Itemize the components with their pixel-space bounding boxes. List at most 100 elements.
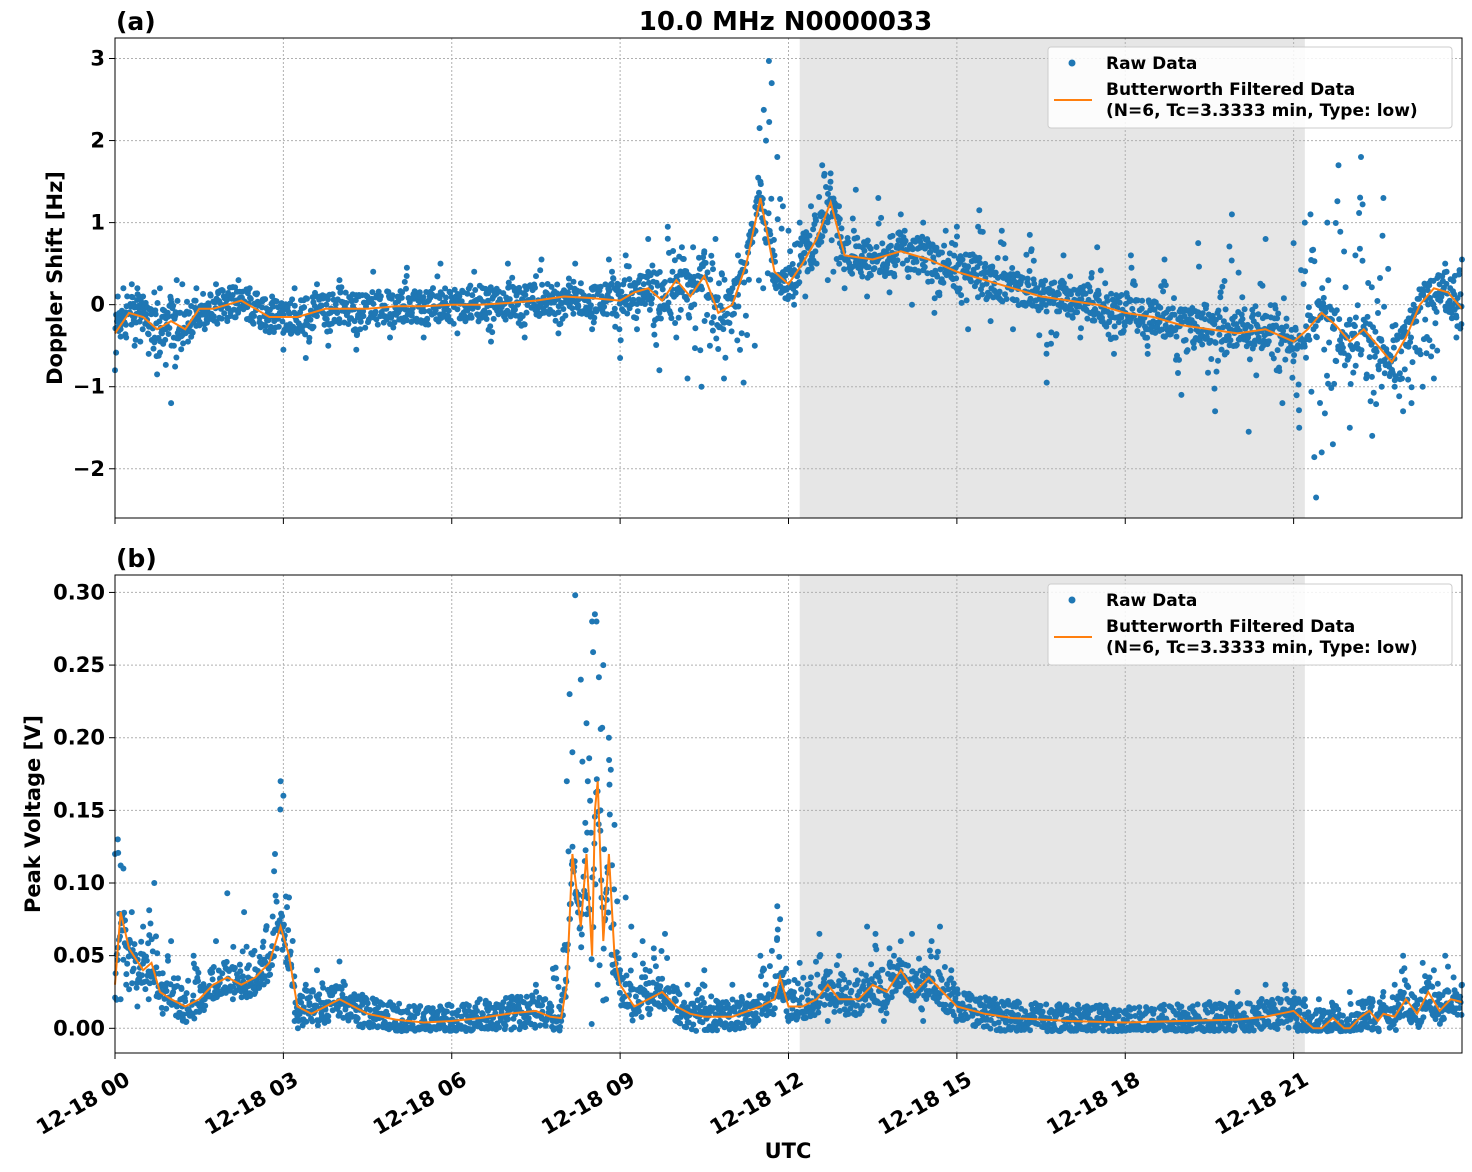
raw-point [934,948,941,955]
raw-point [1111,323,1118,330]
raw-point [316,991,323,998]
raw-point [1023,251,1030,258]
raw-point [1034,285,1041,292]
raw-point [1074,309,1081,316]
raw-point [1339,344,1346,351]
raw-point [606,811,613,818]
raw-point [390,324,397,331]
raw-point [814,971,821,978]
raw-point [131,941,138,948]
raw-point [977,260,983,266]
raw-point [232,314,239,321]
raw-point [611,886,618,893]
raw-point [1385,265,1392,272]
raw-point [1024,275,1031,282]
raw-point [338,284,345,291]
raw-point [1429,343,1436,350]
raw-point [710,266,716,273]
raw-point [1253,372,1260,379]
raw-point-extreme [168,400,175,407]
raw-point [254,290,261,297]
raw-point [251,947,258,954]
raw-point [367,1007,374,1013]
raw-point [243,943,250,950]
raw-point [230,943,237,950]
raw-point [692,345,698,352]
raw-point [963,297,970,304]
raw-point [1250,311,1257,318]
raw-point [806,241,813,248]
raw-point-extreme [176,309,183,316]
raw-point [646,1011,653,1018]
raw-point-extreme [852,186,859,193]
raw-point [280,921,287,928]
raw-point [1255,311,1262,318]
raw-point [722,354,729,361]
raw-point [610,275,617,282]
raw-point [1199,310,1206,317]
raw-point [1127,297,1134,304]
raw-point-extreme [246,285,253,292]
raw-point [616,326,623,333]
raw-point [958,299,965,306]
raw-point [569,305,576,312]
raw-point-extreme [827,170,834,177]
raw-point [1381,370,1388,377]
raw-point-extreme [622,252,629,259]
raw-point [766,963,773,970]
raw-point [210,964,217,970]
raw-point [1276,368,1283,374]
raw-point [977,995,984,1002]
raw-point [442,285,449,292]
raw-point [143,311,150,318]
raw-point-extreme [201,326,208,333]
raw-point [945,260,952,267]
raw-point [1162,282,1169,289]
raw-point [1392,322,1399,328]
raw-point [210,313,217,320]
raw-point [424,315,431,322]
raw-point [352,297,359,304]
raw-point [591,314,598,321]
raw-point [147,920,154,927]
raw-point [191,1015,198,1022]
raw-point-extreme [1408,400,1415,407]
raw-point [569,843,576,850]
raw-point [1310,246,1317,253]
raw-point [968,278,974,285]
raw-point [209,976,216,983]
raw-point [956,285,963,292]
raw-point [1036,332,1043,339]
raw-point-extreme [706,342,713,349]
raw-point [578,944,585,951]
raw-point-extreme [162,326,169,333]
raw-point [606,287,613,294]
raw-point [474,1007,480,1014]
raw-point [595,674,602,681]
raw-point [1372,328,1379,335]
raw-point [132,336,139,343]
raw-point [879,966,886,973]
raw-point [708,319,715,326]
raw-point [1341,248,1348,255]
raw-point [1211,385,1218,392]
raw-point [600,945,607,952]
raw-point [299,993,306,1000]
raw-point [273,898,280,905]
raw-point [185,977,192,984]
raw-point [812,248,819,255]
raw-point [1226,243,1233,250]
raw-point [720,326,727,333]
raw-point [987,1025,994,1032]
raw-point [240,973,246,980]
raw-point [629,1017,636,1024]
raw-point [183,990,190,997]
raw-point [202,1002,209,1009]
raw-point [539,1002,546,1009]
raw-point [1051,279,1058,286]
raw-point [1252,303,1259,310]
raw-point [1000,241,1007,247]
raw-point [1085,296,1092,303]
raw-point [657,983,664,990]
raw-point [590,319,597,326]
